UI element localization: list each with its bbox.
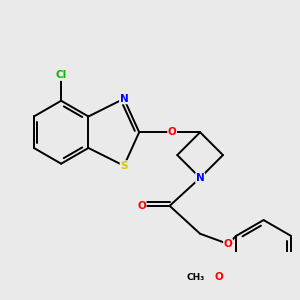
Text: N: N [196, 173, 205, 183]
Text: CH₃: CH₃ [187, 273, 205, 282]
Text: O: O [224, 239, 232, 249]
Text: N: N [120, 94, 128, 104]
Text: O: O [168, 127, 177, 137]
Text: Cl: Cl [56, 70, 67, 80]
Text: O: O [137, 201, 146, 211]
Text: O: O [214, 272, 223, 282]
Text: S: S [120, 161, 128, 171]
